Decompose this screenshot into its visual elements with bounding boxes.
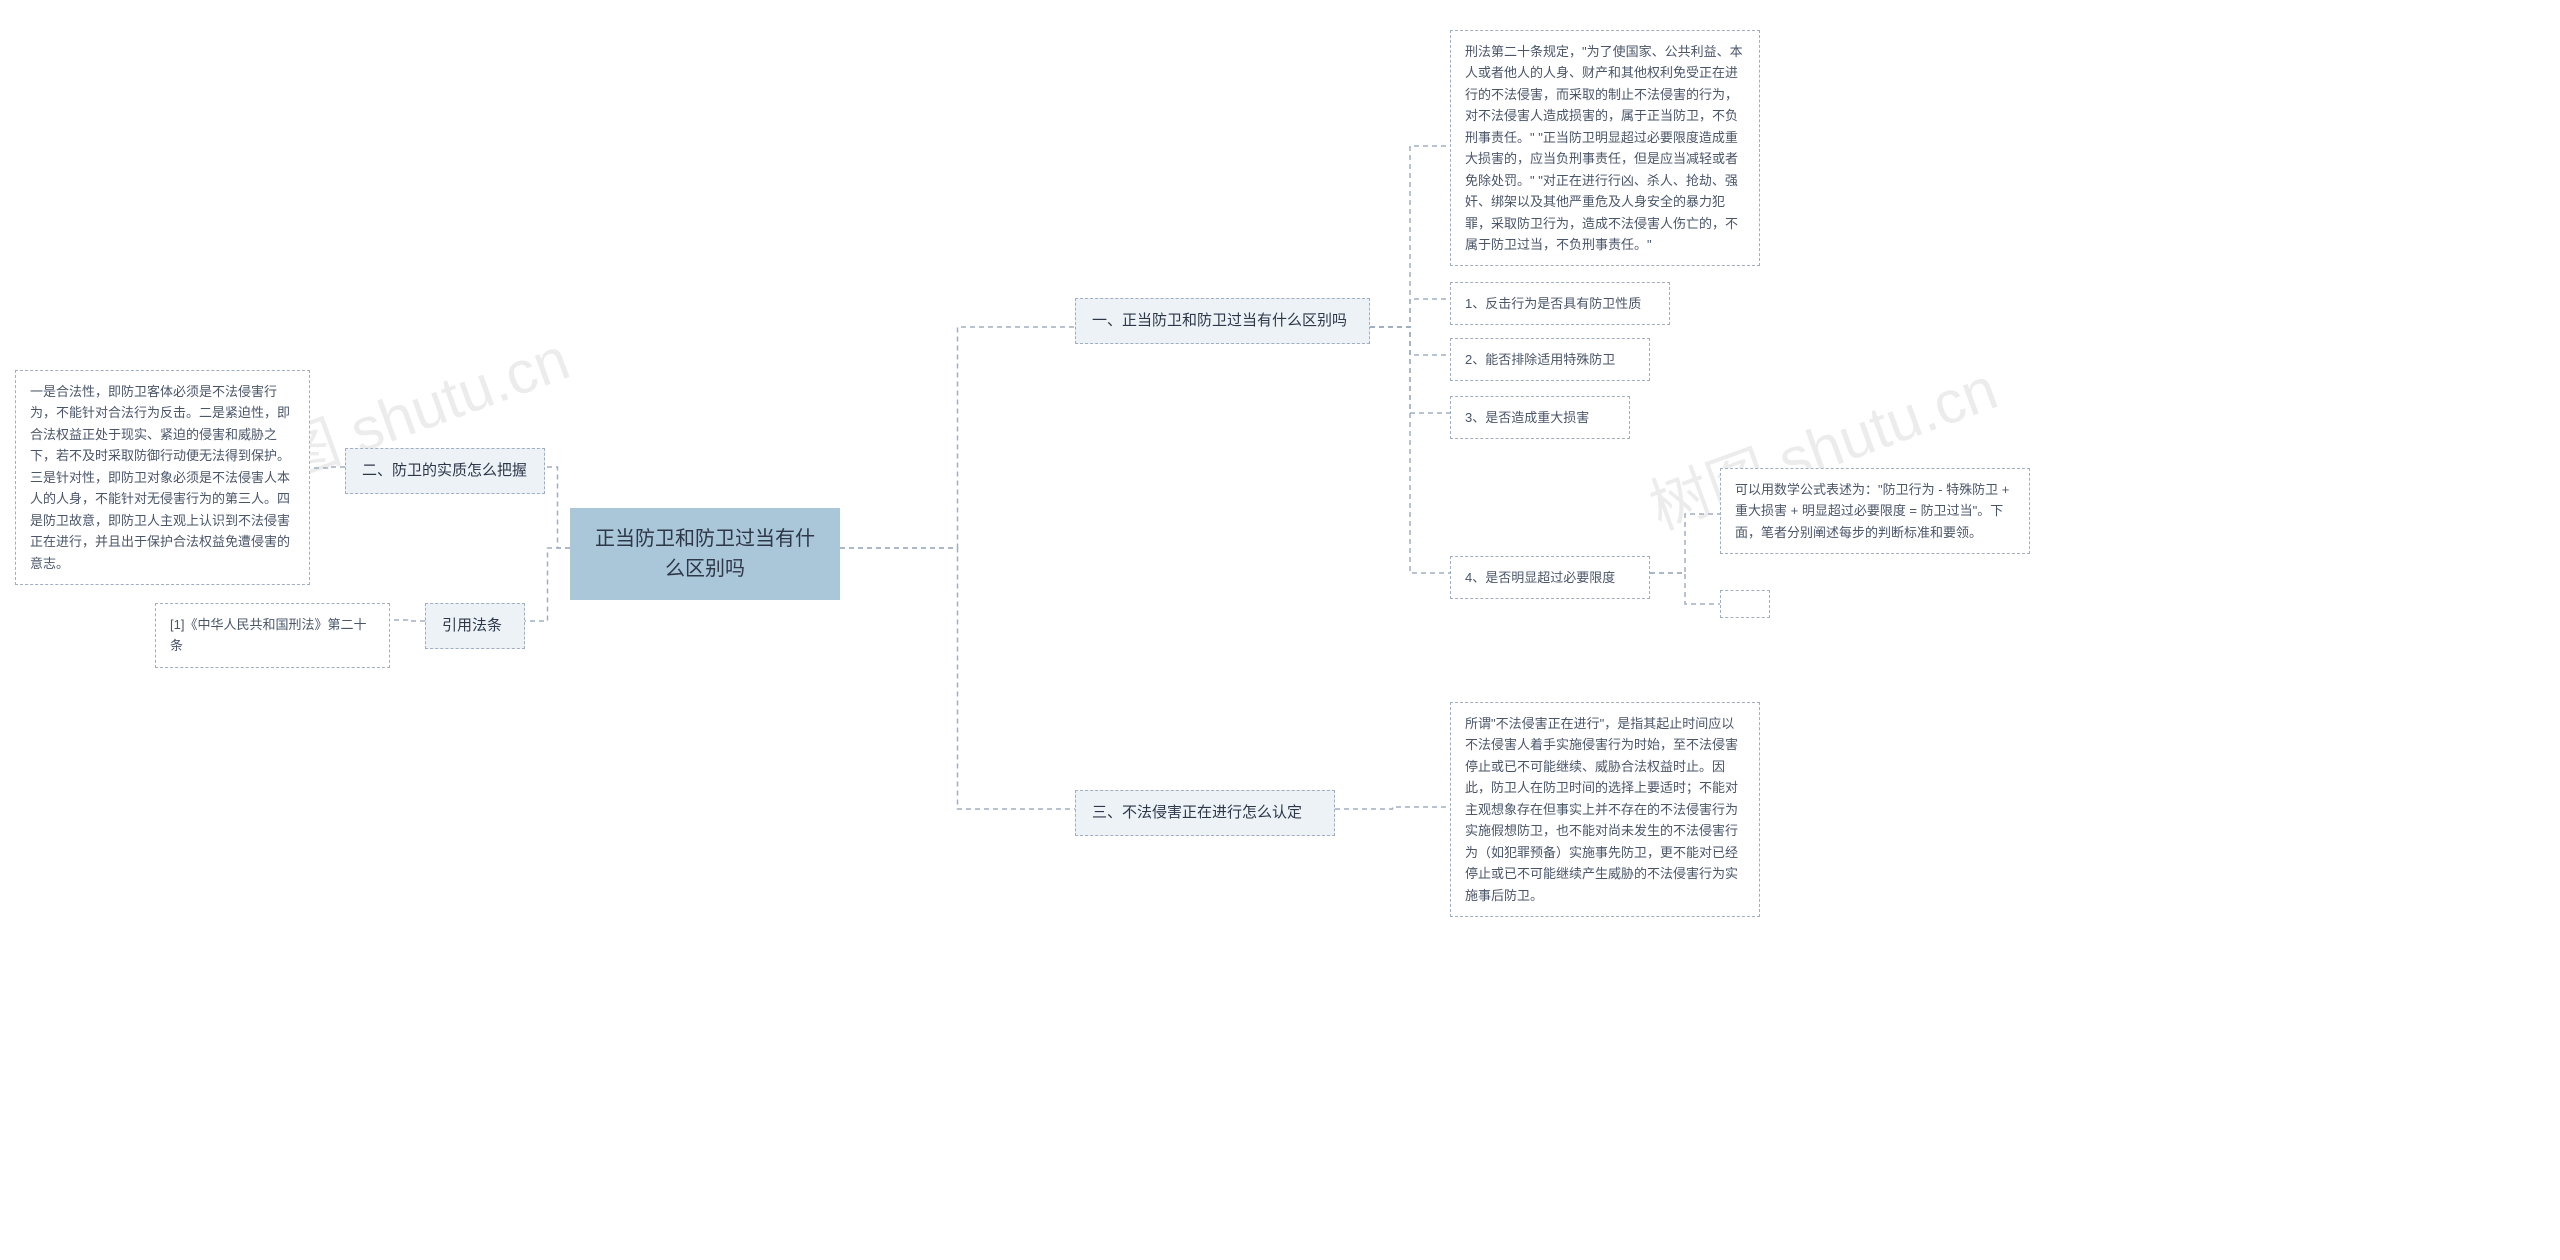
leaf-2-four-points: 一是合法性，即防卫客体必须是不法侵害行为，不能针对合法行为反击。二是紧迫性，即合… [15,370,310,585]
leaf-1-point4: 4、是否明显超过必要限度 [1450,556,1650,599]
leaf-3-explanation: 所谓"不法侵害正在进行"，是指其起止时间应以不法侵害人着手实施侵害行为时始，至不… [1450,702,1760,917]
leaf-1-point2: 2、能否排除适用特殊防卫 [1450,338,1650,381]
root-node[interactable]: 正当防卫和防卫过当有什么区别吗 [570,508,840,600]
leaf-1-4-empty [1720,590,1770,618]
leaf-1-article20: 刑法第二十条规定，"为了使国家、公共利益、本人或者他人的人身、财产和其他权利免受… [1450,30,1760,266]
leaf-1-point3: 3、是否造成重大损害 [1450,396,1630,439]
leaf-4-law: [1]《中华人民共和国刑法》第二十条 [155,603,390,668]
branch-4-citation[interactable]: 引用法条 [425,603,525,649]
leaf-1-4-formula: 可以用数学公式表述为："防卫行为 - 特殊防卫 + 重大损害 + 明显超过必要限… [1720,468,2030,554]
branch-1-difference[interactable]: 一、正当防卫和防卫过当有什么区别吗 [1075,298,1370,344]
leaf-1-point1: 1、反击行为是否具有防卫性质 [1450,282,1670,325]
branch-3-ongoing[interactable]: 三、不法侵害正在进行怎么认定 [1075,790,1335,836]
branch-2-essence[interactable]: 二、防卫的实质怎么把握 [345,448,545,494]
